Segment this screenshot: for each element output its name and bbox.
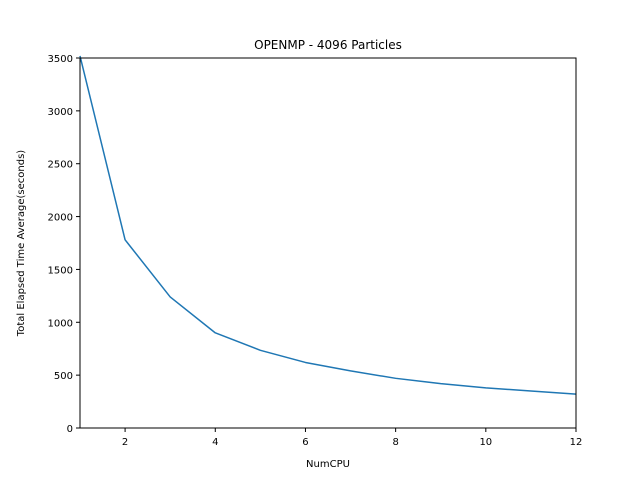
x-tick-label: 12 xyxy=(570,437,583,448)
chart-title: OPENMP - 4096 Particles xyxy=(254,38,402,52)
x-tick-label: 8 xyxy=(392,437,398,448)
y-tick-label: 2500 xyxy=(48,160,73,171)
x-tick-label: 2 xyxy=(122,437,128,448)
plot-area xyxy=(79,55,577,429)
y-tick-label: 1000 xyxy=(48,318,73,329)
y-tick-label: 1500 xyxy=(48,265,73,276)
y-tick-label: 0 xyxy=(67,424,73,435)
series-line xyxy=(79,55,577,395)
y-axis-label: Total Elapsed Time Average(seconds) xyxy=(16,150,27,337)
y-axis: 0 500 1000 1500 2000 2500 3000 3500 xyxy=(48,54,80,435)
series-layer xyxy=(79,55,577,395)
axes-frame xyxy=(79,57,577,429)
x-tick-label: 4 xyxy=(212,437,218,448)
x-axis-label: NumCPU xyxy=(306,459,350,470)
y-tick-label: 500 xyxy=(54,371,73,382)
x-tick-label: 10 xyxy=(479,437,492,448)
y-tick-label: 3000 xyxy=(48,107,73,118)
y-tick-label: 2000 xyxy=(48,213,73,224)
x-axis: 2 4 6 8 10 12 xyxy=(122,428,582,448)
y-tick-label: 3500 xyxy=(48,54,73,65)
x-tick-label: 6 xyxy=(302,437,308,448)
